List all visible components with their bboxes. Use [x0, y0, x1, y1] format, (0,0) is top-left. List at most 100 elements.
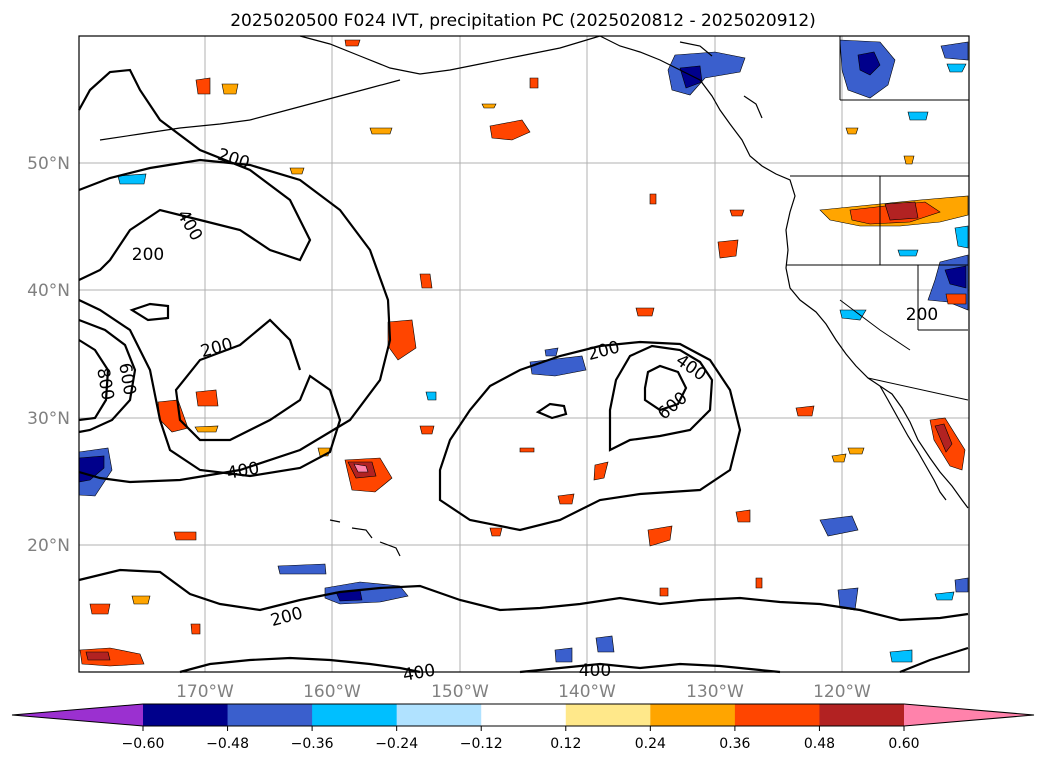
colorbar-segment: [565, 704, 651, 726]
precip-negative-patch: [944, 265, 967, 289]
longitude-labels: 170°W 160°W 150°W 140°W 130°W 120°W: [176, 682, 871, 702]
precip-negative-patch: [946, 63, 967, 73]
precip-negative-patch: [907, 111, 929, 121]
precip-negative-patch: [934, 591, 955, 601]
lon-label: 130°W: [686, 682, 744, 702]
ivt-contours: [78, 68, 969, 674]
colorbar-tick-label: 0.12: [550, 736, 581, 752]
coastlines: [99, 35, 969, 557]
precip-positive-patch: [593, 461, 609, 481]
precip-positive-patch: [884, 201, 919, 221]
precip-positive-patch: [659, 587, 669, 597]
precip-positive-patch: [717, 239, 739, 259]
precip-positive-patch: [934, 423, 953, 453]
lon-label: 120°W: [813, 682, 871, 702]
precip-positive-patch: [845, 127, 859, 135]
lat-label: 50°N: [27, 154, 70, 174]
precip-positive-patch: [649, 193, 657, 205]
contour-label: 200: [132, 245, 164, 265]
colorbar-tick-label: 0.36: [719, 736, 750, 752]
colorbar-tick-label: −0.48: [206, 736, 249, 752]
precip-positive-patch: [194, 425, 219, 433]
precip-negative-patch: [554, 647, 573, 663]
precip-positive-patch: [195, 77, 211, 95]
colorbar: [11, 703, 1035, 727]
colorbar-extend-high: [904, 704, 1034, 726]
precip-positive-patch: [369, 127, 393, 135]
precip-positive-patch: [735, 509, 751, 523]
precip-positive-patch: [289, 167, 305, 175]
lat-label: 40°N: [27, 281, 70, 301]
precip-negative-patch: [857, 51, 881, 76]
precip-positive-patch: [519, 447, 535, 453]
colorbar-extend-low: [12, 704, 143, 726]
precip-negative-patch: [954, 577, 969, 593]
precip-negative-patch: [117, 173, 147, 185]
precip-negative-patch: [595, 635, 615, 653]
colorbar-segment: [143, 704, 229, 726]
precip-shading: [78, 39, 969, 667]
precip-positive-patch: [729, 209, 745, 217]
precip-positive-patch: [195, 389, 219, 407]
latitude-labels: 50°N 40°N 30°N 20°N: [27, 154, 70, 556]
lat-label: 30°N: [27, 409, 70, 429]
precip-positive-patch: [755, 577, 763, 589]
lon-label: 140°W: [558, 682, 616, 702]
precip-negative-patch: [277, 563, 327, 575]
precip-positive-patch: [190, 623, 201, 635]
colorbar-segment: [734, 704, 820, 726]
colorbar-segment: [650, 704, 736, 726]
contour-label: 400: [579, 661, 611, 681]
precip-positive-patch: [903, 155, 915, 165]
precip-positive-patch: [481, 103, 497, 109]
precip-positive-patch: [419, 425, 435, 435]
political-borders: [786, 36, 969, 401]
graticule: [79, 36, 969, 672]
map-panel: 200 400 200 200 800 600 400 200 400 600 …: [78, 35, 970, 686]
precip-negative-patch: [544, 347, 559, 357]
precip-positive-patch: [647, 525, 673, 547]
contour-label: 200: [906, 305, 938, 325]
lon-label: 170°W: [176, 682, 234, 702]
precip-positive-patch: [557, 493, 575, 505]
precip-negative-patch: [889, 649, 913, 663]
colorbar-segment: [227, 704, 313, 726]
precip-negative-patch: [425, 391, 437, 401]
colorbar-segment: [481, 704, 567, 726]
colorbar-segment: [819, 704, 905, 726]
precip-negative-patch: [954, 225, 969, 249]
figure-title: 2025020500 F024 IVT, precipitation PC (2…: [230, 11, 816, 31]
precip-positive-patch: [529, 77, 539, 89]
precip-negative-patch: [819, 515, 859, 537]
precip-negative-patch: [897, 249, 919, 257]
precip-positive-patch: [795, 405, 815, 417]
lon-label: 150°W: [431, 682, 489, 702]
colorbar-tick-label: −0.24: [375, 736, 418, 752]
colorbar-tick-label: 0.60: [888, 736, 919, 752]
precip-positive-patch: [221, 83, 239, 95]
colorbar-tick-label: −0.60: [122, 736, 165, 752]
precip-positive-patch: [173, 531, 197, 541]
precip-positive-patch: [945, 293, 967, 305]
precip-positive-patch: [353, 463, 369, 473]
precip-positive-patch: [85, 651, 111, 661]
colorbar-ticks: −0.60 −0.48 −0.36 −0.24 −0.12 0.12 0.24 0.36 0.4…: [122, 726, 920, 752]
precip-positive-patch: [489, 527, 503, 537]
map-frame: [78, 35, 970, 673]
precip-positive-patch: [635, 307, 655, 317]
precip-positive-patch: [847, 447, 865, 455]
colorbar-tick-label: −0.36: [291, 736, 334, 752]
precip-negative-patch: [940, 41, 969, 61]
precip-positive-patch: [89, 603, 111, 615]
precip-positive-patch: [489, 119, 531, 141]
precip-positive-patch: [419, 273, 433, 289]
lon-label: 160°W: [303, 682, 361, 702]
colorbar-tick-label: 0.24: [635, 736, 666, 752]
lat-label: 20°N: [27, 536, 70, 556]
colorbar-tick-label: 0.48: [804, 736, 835, 752]
colorbar-tick-label: −0.12: [460, 736, 503, 752]
precip-negative-patch: [839, 309, 867, 321]
precip-positive-patch: [831, 453, 847, 463]
precip-positive-patch: [387, 319, 417, 361]
